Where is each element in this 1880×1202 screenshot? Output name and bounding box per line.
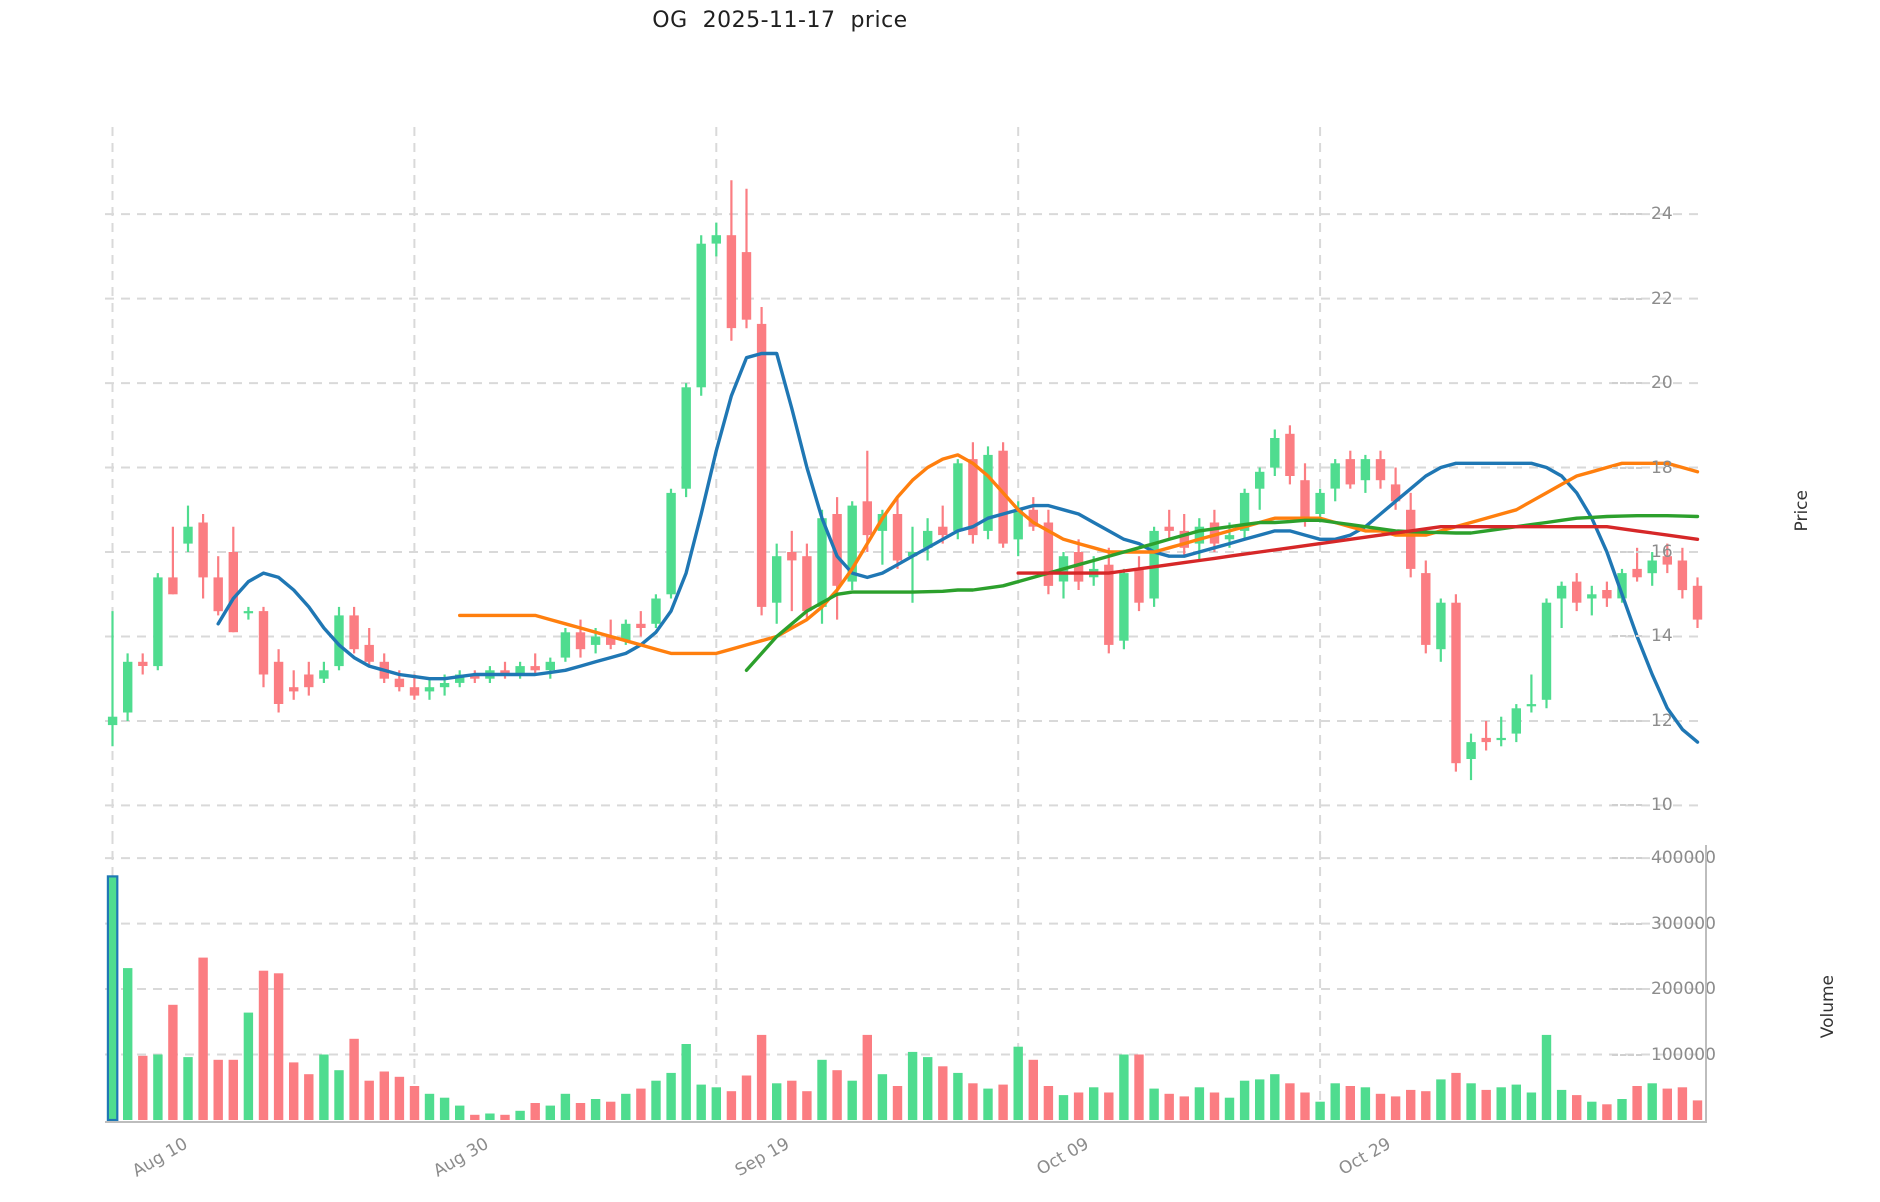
price-y-tick-label: 12 <box>1651 710 1673 731</box>
volume-y-tick-label: 200000 <box>1651 979 1716 1000</box>
tick-dash <box>1612 719 1642 722</box>
price-y-tick: 16 <box>1612 542 1673 562</box>
volume-panel <box>105 835 1705 1122</box>
tick-dash <box>1612 213 1642 216</box>
price-axis-label: Price <box>1792 490 1812 532</box>
price-panel <box>105 127 1705 845</box>
volume-y-tick-label: 100000 <box>1651 1044 1716 1065</box>
x-axis-tick-label: Sep 19 <box>732 1134 794 1181</box>
tick-dash <box>1612 988 1642 991</box>
price-candles <box>107 180 1703 781</box>
x-axis-baseline <box>105 1121 1707 1123</box>
x-axis-spine <box>1705 845 1707 1123</box>
price-y-tick-label: 24 <box>1651 204 1673 225</box>
price-y-tick: 12 <box>1612 711 1673 731</box>
price-y-tick: 20 <box>1612 373 1673 393</box>
volume-y-tick-label: 400000 <box>1651 848 1716 869</box>
volume-y-tick: 300000 <box>1612 914 1716 934</box>
tick-dash <box>1612 382 1642 385</box>
tick-dash <box>1612 1053 1642 1056</box>
price-y-tick-label: 10 <box>1651 795 1673 816</box>
price-y-tick-label: 16 <box>1651 542 1673 563</box>
price-y-tick: 22 <box>1612 289 1673 309</box>
volume-y-tick: 100000 <box>1612 1045 1716 1065</box>
price-y-tick: 10 <box>1612 795 1673 815</box>
volume-axis-label: Volume <box>1818 975 1838 1039</box>
tick-dash <box>1612 804 1642 807</box>
price-y-tick: 14 <box>1612 626 1673 646</box>
price-y-tick: 24 <box>1612 204 1673 224</box>
volume-bars <box>106 875 1703 1122</box>
price-y-tick-label: 18 <box>1651 457 1673 478</box>
tick-dash <box>1612 635 1642 638</box>
price-y-tick-label: 14 <box>1651 626 1673 647</box>
volume-y-tick: 400000 <box>1612 848 1716 868</box>
page-title: OG 2025-11-17 price <box>652 8 908 33</box>
x-axis-tick-label: Aug 30 <box>430 1134 493 1182</box>
tick-dash <box>1612 551 1642 554</box>
price-y-tick-label: 20 <box>1651 373 1673 394</box>
volume-y-tick-label: 300000 <box>1651 913 1716 934</box>
tick-dash <box>1612 857 1642 860</box>
x-axis-tick-label: Aug 10 <box>128 1134 191 1182</box>
tick-dash <box>1612 466 1642 469</box>
price-y-tick-label: 22 <box>1651 288 1673 309</box>
tick-dash <box>1612 922 1642 925</box>
x-axis-tick-label: Oct 09 <box>1033 1134 1093 1180</box>
volume-gridlines <box>105 835 1705 1120</box>
x-axis-tick-label: Oct 29 <box>1335 1134 1395 1180</box>
price-y-tick: 18 <box>1612 458 1673 478</box>
tick-dash <box>1612 297 1642 300</box>
volume-y-tick: 200000 <box>1612 979 1716 999</box>
